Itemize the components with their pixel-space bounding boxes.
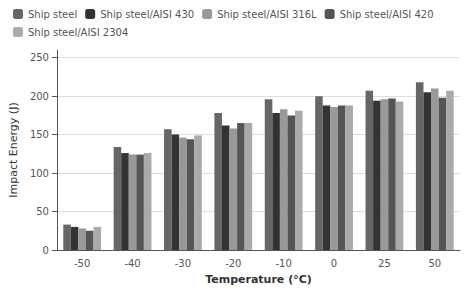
svg-text:-30: -30 bbox=[175, 258, 191, 269]
svg-text:0: 0 bbox=[331, 258, 337, 269]
svg-text:100: 100 bbox=[30, 168, 49, 179]
svg-text:25: 25 bbox=[378, 258, 391, 269]
svg-text:Ship steel: Ship steel bbox=[28, 9, 77, 20]
svg-text:Ship steel/AISI 430: Ship steel/AISI 430 bbox=[100, 9, 194, 20]
svg-text:-40: -40 bbox=[124, 258, 140, 269]
svg-text:50: 50 bbox=[428, 258, 441, 269]
svg-text:Ship steel/AISI 2304: Ship steel/AISI 2304 bbox=[28, 27, 128, 38]
svg-text:150: 150 bbox=[30, 129, 49, 140]
svg-text:Ship steel/AISI 316L: Ship steel/AISI 316L bbox=[217, 9, 317, 20]
svg-text:-50: -50 bbox=[74, 258, 90, 269]
svg-text:50: 50 bbox=[36, 206, 49, 217]
svg-text:-20: -20 bbox=[225, 258, 241, 269]
svg-text:200: 200 bbox=[30, 91, 49, 102]
svg-text:Impact Energy (J): Impact Energy (J) bbox=[7, 102, 20, 197]
svg-text:Ship steel/AISI 420: Ship steel/AISI 420 bbox=[340, 9, 434, 20]
svg-text:-10: -10 bbox=[276, 258, 292, 269]
svg-text:250: 250 bbox=[30, 52, 49, 63]
svg-text:0: 0 bbox=[43, 245, 49, 256]
svg-text:Temperature (°C): Temperature (°C) bbox=[205, 273, 312, 286]
